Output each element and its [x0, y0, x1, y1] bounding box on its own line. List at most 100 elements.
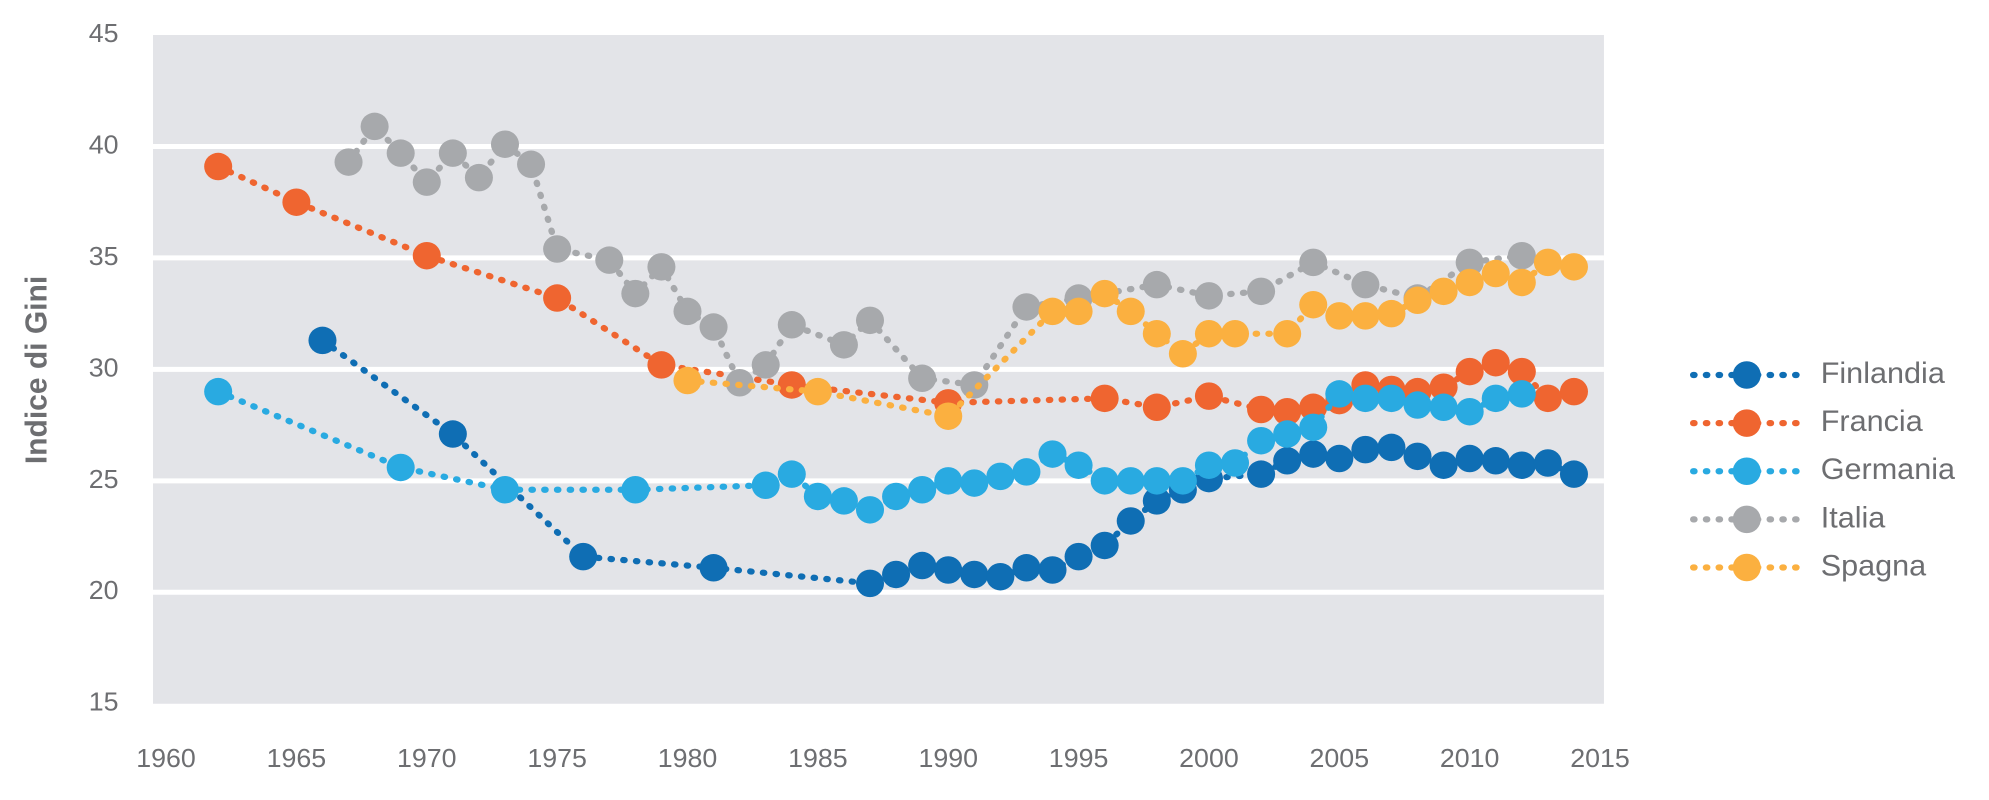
- data-point: [1299, 413, 1328, 442]
- data-point: [621, 279, 650, 308]
- data-point: [1168, 340, 1197, 368]
- data-point: [855, 306, 885, 335]
- data-point: [621, 476, 650, 504]
- y-tick-label: 20: [89, 575, 119, 605]
- legend-label: Spagna: [1821, 550, 1927, 583]
- data-point: [751, 351, 780, 379]
- data-point: [1481, 384, 1510, 413]
- data-point: [934, 402, 963, 430]
- data-point: [1012, 458, 1041, 486]
- data-point: [1012, 293, 1041, 321]
- legend-label: Italia: [1821, 502, 1886, 535]
- data-point: [1273, 319, 1302, 348]
- data-point: [960, 371, 989, 399]
- data-point: [360, 112, 389, 141]
- data-point: [699, 313, 728, 341]
- data-point: [1012, 554, 1041, 582]
- data-point: [204, 377, 233, 406]
- data-point: [986, 462, 1015, 491]
- data-point: [829, 487, 858, 515]
- data-point: [803, 482, 832, 511]
- data-point: [751, 471, 780, 500]
- data-point: [960, 560, 989, 589]
- data-point: [1090, 384, 1119, 413]
- data-point: [1194, 451, 1223, 479]
- data-point: [1090, 531, 1119, 560]
- data-point: [1247, 277, 1276, 306]
- data-point: [986, 562, 1015, 591]
- data-point: [699, 554, 728, 582]
- data-point: [1090, 279, 1119, 308]
- x-tick-label: 1975: [527, 743, 587, 773]
- data-point: [412, 241, 441, 270]
- data-point: [1299, 290, 1328, 319]
- data-point: [1038, 440, 1067, 468]
- data-point: [1038, 556, 1067, 584]
- x-tick-label: 1970: [397, 743, 457, 773]
- data-point: [1325, 302, 1354, 330]
- data-point: [1507, 451, 1536, 479]
- data-point: [1273, 447, 1302, 475]
- data-point: [543, 235, 572, 263]
- data-point: [1507, 380, 1536, 408]
- data-point: [1481, 447, 1510, 475]
- y-tick-label: 30: [89, 353, 119, 383]
- data-point: [1220, 449, 1250, 477]
- x-tick-label: 1990: [918, 743, 978, 773]
- data-point: [517, 150, 546, 179]
- data-point: [1403, 442, 1432, 471]
- data-point: [412, 168, 441, 196]
- data-point: [1533, 384, 1562, 413]
- data-point: [1455, 444, 1484, 473]
- data-point: [1247, 460, 1276, 488]
- y-tick-label: 45: [89, 18, 119, 48]
- data-point: [1116, 467, 1145, 495]
- data-point: [1168, 467, 1197, 495]
- y-tick-label: 40: [89, 130, 119, 160]
- data-point: [673, 297, 702, 326]
- data-point: [334, 148, 363, 176]
- data-point: [1403, 391, 1432, 419]
- data-point: [438, 420, 467, 448]
- data-point: [1455, 357, 1484, 386]
- y-tick-label: 35: [89, 241, 119, 271]
- x-tick-label: 1965: [267, 743, 327, 773]
- data-point: [1559, 377, 1588, 406]
- data-point: [1351, 384, 1380, 413]
- data-point: [960, 469, 989, 497]
- data-point: [1481, 259, 1510, 288]
- data-point: [1299, 440, 1328, 468]
- data-point: [595, 246, 624, 274]
- data-point: [1507, 241, 1536, 270]
- legend-label: Francia: [1821, 405, 1923, 438]
- data-point: [1090, 467, 1119, 495]
- data-point: [1220, 319, 1250, 348]
- data-point: [1429, 393, 1458, 422]
- data-point: [1429, 277, 1458, 306]
- data-point: [1038, 297, 1067, 326]
- data-point: [1533, 449, 1562, 477]
- data-point: [1429, 451, 1458, 479]
- data-point: [1273, 420, 1302, 448]
- y-axis-title: Indice di Gini: [20, 276, 53, 464]
- data-point: [1325, 444, 1354, 473]
- data-point: [1481, 348, 1510, 377]
- data-point: [1247, 395, 1276, 424]
- y-tick-label: 25: [89, 464, 119, 494]
- x-tick-label: 2005: [1310, 743, 1370, 773]
- data-point: [1351, 302, 1380, 330]
- data-point: [1377, 384, 1406, 413]
- data-point: [829, 331, 858, 359]
- data-point: [855, 569, 885, 598]
- data-point: [803, 377, 832, 406]
- data-point: [386, 453, 415, 482]
- data-point: [1299, 248, 1328, 277]
- data-point: [1351, 435, 1380, 464]
- data-point: [908, 476, 937, 504]
- data-point: [934, 467, 963, 495]
- series-line: [214, 388, 1526, 514]
- data-point: [777, 371, 806, 399]
- x-tick-label: 2015: [1570, 743, 1630, 773]
- data-point: [647, 351, 676, 379]
